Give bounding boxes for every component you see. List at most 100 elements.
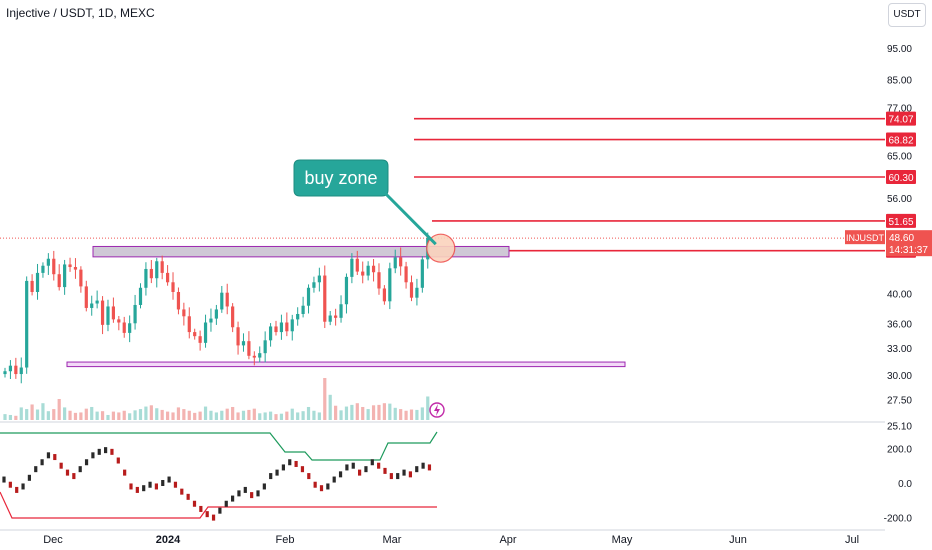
volume-bar: [263, 412, 267, 420]
candle: [388, 268, 392, 302]
oscillator-mark: [173, 481, 178, 488]
oscillator-mark: [231, 495, 235, 502]
price-tick-label: 27.50: [887, 396, 912, 407]
level-badge: [886, 132, 916, 147]
volume-bar: [225, 408, 229, 420]
volume-bar: [355, 403, 359, 420]
candle: [35, 272, 40, 292]
oscillator-mark: [211, 514, 216, 521]
candle: [117, 319, 121, 323]
oscillator-tick-label: -200.0: [884, 514, 913, 525]
oscillator-mark: [148, 481, 152, 488]
oscillator-mark: [275, 469, 279, 476]
candle: [323, 275, 327, 322]
candle: [334, 315, 338, 318]
oscillator-mark: [377, 462, 381, 469]
level-badge: [886, 169, 916, 184]
candle: [95, 300, 99, 304]
candle: [258, 353, 262, 358]
oscillator-mark: [21, 483, 25, 490]
oscillator-mark: [338, 471, 343, 478]
candle: [301, 305, 305, 314]
volume-bar: [350, 404, 354, 420]
volume-bar: [274, 414, 278, 420]
price-tick-label: 33.00: [887, 344, 912, 355]
time-tick-label: Dec: [43, 534, 63, 546]
oscillator-pane: [0, 431, 438, 521]
callout-box: [293, 159, 389, 197]
oscillator-mark: [142, 485, 146, 492]
candle: [138, 287, 143, 305]
candle: [393, 257, 397, 269]
candle: [366, 265, 370, 276]
last-price-badge: [886, 230, 932, 257]
time-tick-label: 2024: [156, 534, 181, 546]
candle: [220, 292, 224, 310]
candle: [377, 272, 381, 289]
volume-bar: [176, 407, 181, 420]
candle: [420, 259, 424, 288]
candle: [231, 306, 235, 328]
oscillator-mark: [281, 464, 285, 471]
candle: [241, 341, 246, 346]
price-tick-label: 85.00: [887, 76, 912, 87]
oscillator-mark: [307, 473, 311, 480]
oscillator-upper-band: [0, 431, 438, 461]
volume-bar: [122, 410, 126, 420]
volume-bar: [236, 412, 240, 420]
price-tick-label: 36.00: [887, 319, 912, 330]
oscillator-mark: [27, 474, 31, 481]
candle: [14, 365, 18, 375]
symbol-badge: [845, 230, 885, 245]
candle: [399, 257, 403, 267]
oscillator-mark: [192, 500, 197, 507]
candle: [268, 326, 273, 341]
volume-bar: [426, 396, 430, 420]
volume-bar: [415, 409, 419, 420]
volume-bar: [323, 378, 327, 420]
oscillator-mark: [129, 483, 133, 490]
oscillator-mark: [199, 505, 203, 512]
oscillator-tick-label: 0.0: [898, 479, 912, 490]
volume-bar: [366, 409, 370, 420]
volume-bar: [19, 407, 23, 420]
price-tick-label: 77.00: [887, 104, 912, 115]
candle: [73, 267, 78, 270]
oscillator-mark: [15, 486, 19, 493]
candle: [3, 371, 7, 375]
oscillator-mark: [34, 466, 38, 473]
volume-bar: [79, 412, 83, 420]
level-badge-label: 51.65: [888, 217, 913, 228]
volume-bar: [90, 406, 94, 420]
candle: [312, 282, 316, 288]
candle: [79, 269, 83, 287]
oscillator-mark: [154, 483, 158, 490]
volume-bar: [301, 411, 305, 420]
oscillator-mark: [250, 492, 254, 499]
price-tick-label: 25.10: [887, 422, 912, 433]
currency-button[interactable]: USDT: [888, 3, 926, 27]
candle: [252, 355, 256, 358]
volume-bar: [214, 412, 218, 420]
time-tick-label: Mar: [383, 534, 402, 546]
volume-bar: [57, 399, 61, 420]
candle: [209, 318, 213, 323]
time-tick-label: Jul: [845, 534, 859, 546]
last-price-value: 48.60: [889, 233, 914, 244]
candle: [361, 271, 365, 276]
oscillator-mark: [294, 460, 298, 467]
price-tick-label: 30.00: [887, 371, 912, 382]
volume-bar: [296, 412, 300, 420]
oscillator-mark: [180, 488, 184, 495]
level-badge-label: 68.82: [888, 136, 913, 147]
callout-arrow: [378, 186, 437, 246]
volume-bar: [41, 403, 45, 420]
candle: [182, 309, 186, 317]
oscillator-mark: [332, 476, 336, 483]
oscillator-mark: [396, 473, 400, 480]
volume-bar: [220, 410, 224, 420]
oscillator-mark: [116, 457, 120, 464]
volume-bar: [198, 411, 202, 420]
oscillator-mark: [269, 473, 273, 480]
